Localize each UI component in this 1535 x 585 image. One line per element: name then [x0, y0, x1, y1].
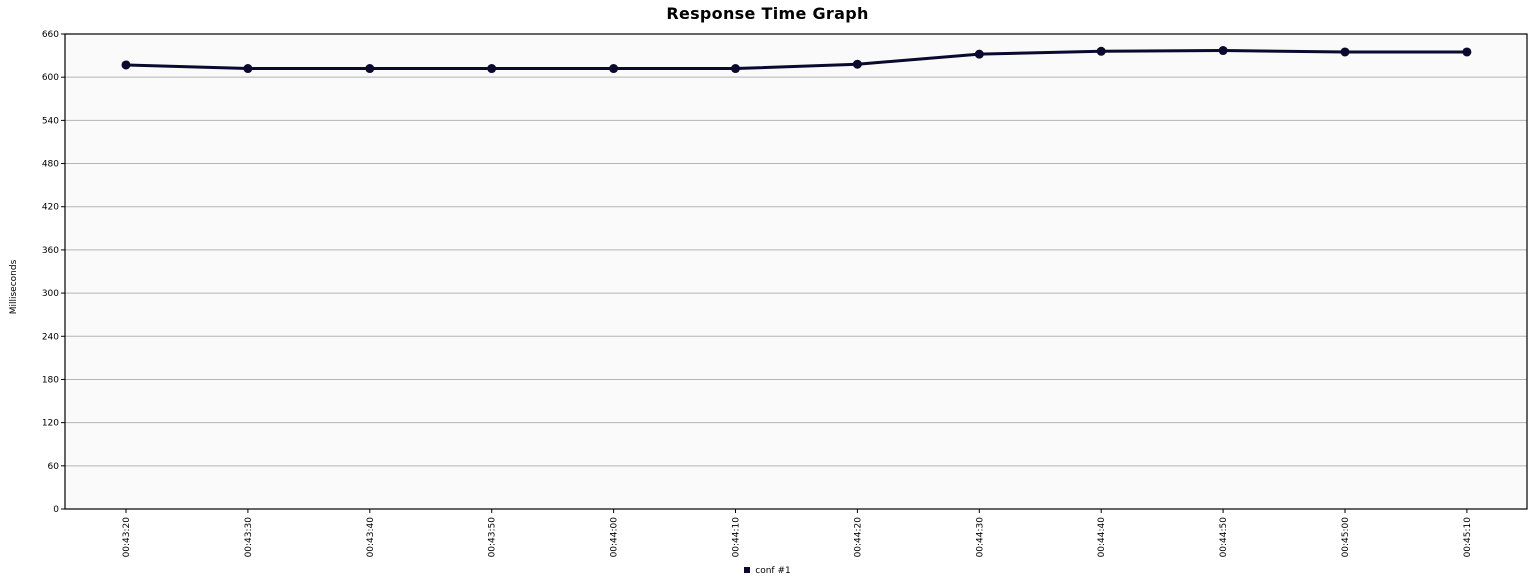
x-tick-label: 00:43:30	[244, 517, 254, 558]
y-axis-label: Milliseconds	[9, 259, 19, 314]
y-tick-label: 60	[48, 462, 60, 472]
data-point	[731, 64, 740, 74]
y-tick-label: 360	[42, 246, 59, 256]
y-tick-label: 0	[53, 505, 59, 515]
x-tick-label: 00:44:50	[1219, 517, 1229, 558]
x-tick-label: 00:44:40	[1097, 517, 1107, 558]
x-tick-label: 00:43:20	[122, 517, 132, 558]
y-tick-label: 240	[42, 332, 59, 342]
data-point	[852, 59, 862, 69]
legend-label: conf #1	[755, 566, 791, 576]
y-tick-label: 300	[42, 289, 59, 299]
x-tick-label: 00:44:20	[853, 517, 863, 558]
data-point	[243, 64, 253, 74]
chart-title: Response Time Graph	[666, 4, 869, 23]
y-tick-label: 420	[42, 203, 59, 213]
y-tick-label: 540	[42, 116, 59, 126]
plot-area	[65, 34, 1527, 509]
x-tick-label: 00:44:00	[610, 517, 620, 558]
y-tick-label: 660	[42, 30, 59, 40]
data-point	[1218, 46, 1228, 56]
data-point	[1340, 47, 1350, 57]
data-point	[609, 64, 619, 74]
data-point	[487, 64, 497, 74]
y-tick-label: 480	[42, 160, 59, 170]
x-tick-label: 00:45:00	[1341, 517, 1351, 558]
data-point	[974, 49, 984, 59]
y-tick-label: 180	[42, 375, 59, 385]
x-tick-label: 00:45:10	[1463, 517, 1473, 558]
series-line	[125, 49, 1467, 71]
x-tick-label: 00:43:50	[488, 517, 498, 558]
plot-border	[64, 33, 1528, 510]
legend-swatch	[744, 567, 751, 573]
x-tick-label: 00:44:30	[975, 517, 985, 558]
y-tick-label: 120	[42, 419, 59, 429]
x-tick-label: 00:43:40	[366, 517, 376, 558]
y-tick-label: 600	[42, 73, 59, 83]
data-point	[121, 60, 131, 70]
data-point	[365, 64, 375, 74]
x-tick-label: 00:44:10	[732, 517, 742, 558]
legend: conf #1	[0, 566, 1535, 576]
data-point	[1096, 46, 1106, 56]
data-point	[1462, 47, 1472, 57]
